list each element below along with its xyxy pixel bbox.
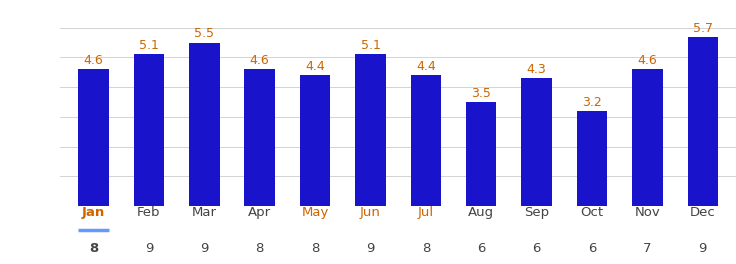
Text: Apr: Apr — [248, 206, 272, 219]
Text: 8: 8 — [311, 242, 319, 255]
Text: 9: 9 — [200, 242, 208, 255]
Bar — [411, 75, 441, 206]
Text: Aug: Aug — [468, 206, 495, 219]
Text: 4.3: 4.3 — [527, 63, 547, 76]
Text: 5.7: 5.7 — [693, 22, 712, 35]
Text: May: May — [302, 206, 329, 219]
Text: Jul: Jul — [418, 206, 434, 219]
Text: 9: 9 — [698, 242, 707, 255]
Text: 7: 7 — [643, 242, 651, 255]
Text: 6: 6 — [532, 242, 541, 255]
Bar — [355, 54, 386, 206]
Text: 8: 8 — [422, 242, 430, 255]
Bar — [300, 75, 330, 206]
Text: 5.1: 5.1 — [139, 39, 159, 52]
Bar — [632, 69, 662, 206]
Text: 8: 8 — [89, 242, 98, 255]
Text: Jun: Jun — [360, 206, 381, 219]
Text: Mar: Mar — [192, 206, 217, 219]
Text: 4.4: 4.4 — [305, 60, 325, 73]
Text: Dec: Dec — [690, 206, 715, 219]
Text: Sep: Sep — [524, 206, 549, 219]
Text: 9: 9 — [367, 242, 375, 255]
Text: Jan: Jan — [82, 206, 105, 219]
Text: 5.1: 5.1 — [361, 39, 381, 52]
Bar — [78, 69, 109, 206]
Bar — [687, 37, 718, 206]
Text: 3.2: 3.2 — [582, 96, 602, 109]
Bar — [189, 43, 219, 206]
Bar — [521, 78, 552, 206]
Bar — [244, 69, 275, 206]
Bar — [577, 111, 607, 206]
Text: 4.4: 4.4 — [416, 60, 436, 73]
Text: 4.6: 4.6 — [84, 54, 104, 67]
Text: 4.6: 4.6 — [637, 54, 657, 67]
Text: Nov: Nov — [634, 206, 660, 219]
Text: 8: 8 — [255, 242, 264, 255]
Bar — [134, 54, 164, 206]
Bar — [466, 102, 497, 206]
Text: 3.5: 3.5 — [471, 87, 491, 100]
Text: 6: 6 — [588, 242, 596, 255]
Text: 6: 6 — [477, 242, 486, 255]
Text: Feb: Feb — [137, 206, 160, 219]
Text: 9: 9 — [145, 242, 153, 255]
Text: 4.6: 4.6 — [250, 54, 269, 67]
Text: Oct: Oct — [581, 206, 604, 219]
Text: 5.5: 5.5 — [194, 27, 214, 40]
